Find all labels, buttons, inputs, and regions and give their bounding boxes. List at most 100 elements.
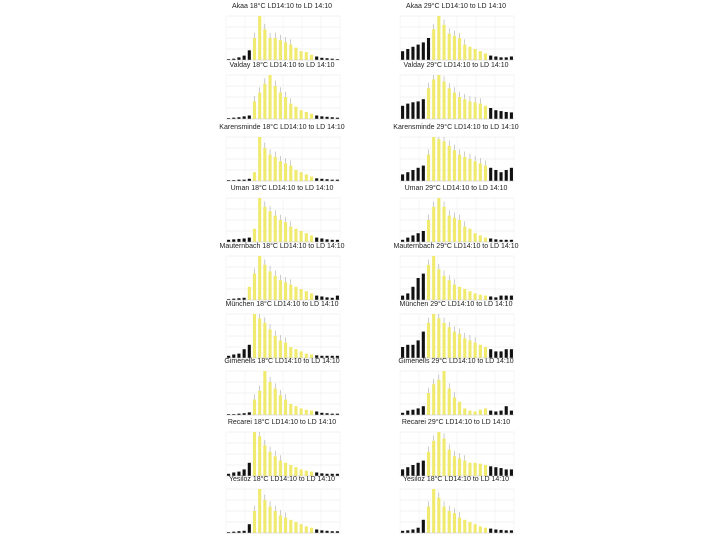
bar — [315, 56, 319, 60]
bar — [473, 49, 477, 60]
bar — [284, 222, 288, 242]
bar — [278, 515, 282, 533]
bar — [432, 314, 436, 358]
panel-yesiloz-right: Yesiloz 18°C LD14:10 to LD 14:10 — [396, 476, 516, 539]
bar — [442, 322, 446, 358]
bar — [504, 57, 508, 60]
bar — [401, 295, 405, 300]
bar — [478, 344, 482, 358]
bar — [442, 438, 446, 476]
bar — [315, 355, 319, 358]
bar — [421, 231, 425, 242]
bar — [447, 280, 451, 300]
bar — [494, 529, 498, 533]
bar — [426, 451, 431, 476]
bar — [509, 295, 513, 300]
bar — [432, 29, 436, 60]
bar — [273, 38, 277, 60]
bar — [499, 57, 503, 60]
bar — [452, 284, 456, 300]
bar — [263, 500, 267, 533]
bar — [273, 388, 277, 415]
bar — [242, 55, 246, 60]
panel-karensminde-29: Karensminde 29°C LD14:10 to LD 14:10 — [393, 124, 519, 187]
bar-plot — [225, 488, 341, 534]
bar — [263, 206, 267, 242]
bar — [468, 410, 472, 415]
bar — [273, 511, 277, 533]
bar — [227, 414, 231, 415]
bar — [483, 408, 488, 415]
bar — [473, 411, 477, 415]
bar — [509, 530, 513, 533]
panel-valday-29: Valday 29°C LD14:10 to LD 14:10 — [396, 62, 516, 125]
bar — [320, 116, 324, 119]
bar — [273, 456, 277, 476]
bar — [494, 297, 498, 300]
bar-plot — [399, 136, 515, 182]
bar — [242, 413, 246, 415]
bar — [447, 449, 451, 476]
bar — [273, 275, 277, 300]
bar — [273, 215, 277, 242]
bar-plot — [399, 74, 515, 120]
bar — [289, 465, 293, 476]
bar — [247, 412, 251, 415]
bar — [478, 409, 482, 415]
bar — [483, 165, 488, 181]
bar — [463, 408, 467, 415]
bar — [411, 465, 415, 476]
bar — [401, 105, 405, 119]
bar — [232, 414, 236, 415]
bar — [237, 57, 241, 60]
chart-title: Uman 18°C LD14:10 to LD 14:10 — [230, 185, 334, 192]
bar — [278, 460, 282, 476]
bar — [504, 239, 508, 242]
bar — [463, 156, 467, 181]
bar — [237, 298, 241, 300]
bar — [432, 440, 436, 476]
bar — [463, 460, 467, 476]
bar — [294, 286, 298, 300]
bar — [237, 117, 241, 119]
bar — [452, 217, 456, 242]
bar — [499, 410, 503, 415]
bar — [463, 226, 467, 242]
chart-title: Karensminde 29°C LD14:10 to LD 14:10 — [393, 124, 519, 131]
bar — [237, 353, 241, 358]
bar — [426, 220, 431, 242]
bar — [421, 331, 425, 358]
bar — [289, 284, 293, 300]
bar — [432, 256, 436, 300]
bar — [273, 86, 277, 119]
bar — [499, 172, 503, 181]
bar — [416, 340, 420, 358]
bar — [437, 379, 441, 415]
bar — [421, 406, 425, 415]
bar — [304, 174, 308, 181]
bar — [258, 256, 262, 300]
bar — [452, 456, 456, 476]
bar — [232, 117, 236, 119]
bar — [411, 286, 415, 300]
bar — [315, 411, 319, 415]
bar — [473, 342, 477, 358]
bar — [227, 532, 231, 533]
bar — [416, 167, 420, 181]
bar — [504, 406, 508, 415]
bar — [437, 198, 441, 242]
bar — [268, 506, 272, 533]
chart-title: Akaa 18°C LD14:10 to LD 14:10 — [231, 3, 333, 10]
bar-plot — [399, 15, 515, 61]
bar — [315, 178, 319, 181]
bar — [237, 413, 241, 415]
bar — [294, 522, 298, 533]
bar — [252, 511, 257, 533]
bar — [258, 436, 262, 476]
panel-uman-18: Uman 18°C LD14:10 to LD 14:10 — [222, 185, 342, 248]
bar — [247, 286, 251, 300]
bar — [468, 462, 472, 476]
panel-akaa-18: Akaa 18°C LD14:10 to LD 14:10 — [222, 3, 342, 66]
bar — [411, 529, 415, 533]
bar — [494, 56, 498, 60]
